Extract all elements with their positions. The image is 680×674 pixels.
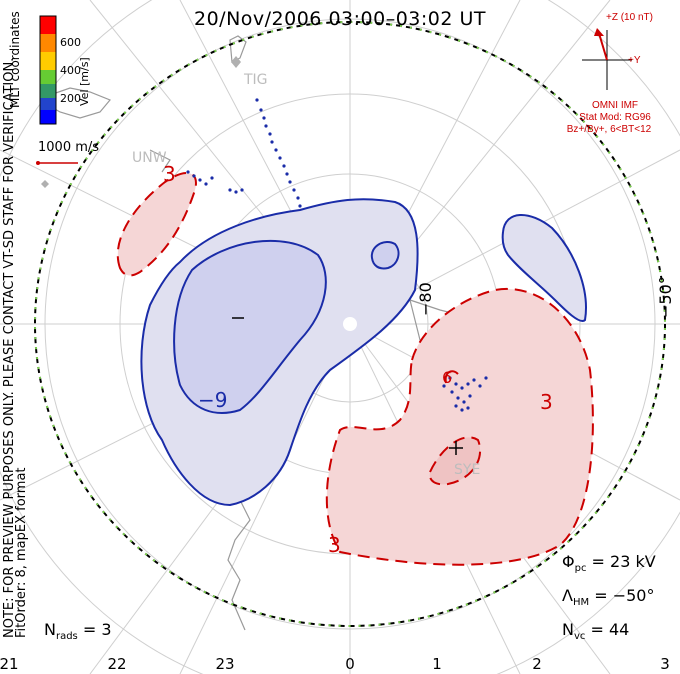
lat-label-50: −50° — [656, 276, 675, 318]
lambda-subscript: HM — [572, 597, 590, 609]
colorbar-tick-200: 200 — [60, 92, 81, 105]
contour-label-dusk-3: 3 — [163, 162, 176, 186]
radar-site-marker — [231, 56, 241, 68]
site-label-sye: SYE — [454, 462, 481, 478]
dawn-positive-cell — [325, 287, 594, 566]
hm-boundary-green — [34, 21, 666, 627]
nvc-subscript: vc — [573, 631, 586, 643]
mlt-tick-2: 2 — [532, 655, 542, 673]
phi-symbol: Φ — [562, 552, 575, 571]
nvc-value: = 44 — [590, 620, 630, 639]
page-title: 20/Nov/2006 03:00–03:02 UT — [193, 8, 487, 30]
imf-y-label: +Y — [628, 55, 641, 66]
nrads-subscript: rads — [55, 631, 78, 643]
mlt-tick-3: 3 — [660, 655, 670, 673]
mlt-tick-23: 23 — [215, 655, 235, 673]
colorbar-label: Vel [m/s] — [78, 57, 91, 106]
imf-conditions: Bz+/By+, 6<BT<12 — [566, 124, 652, 135]
negative-potential-cells — [140, 198, 587, 507]
vector-scale-dot — [36, 161, 40, 165]
imf-z-label: +Z (10 nT) — [606, 12, 653, 23]
phi-subscript: pc — [574, 563, 587, 575]
imf-source: OMNI IMF — [591, 100, 639, 111]
nrads-symbol: N — [44, 620, 56, 639]
phi-value: = 23 kV — [591, 552, 656, 571]
fit-order-note: FitOrder: 8, mapEX format — [14, 467, 29, 638]
max-potential-marker — [449, 441, 463, 455]
lambda-value: = −50° — [594, 586, 655, 605]
cross-polar-potential: Φpc = 23 kV — [562, 552, 656, 574]
site-label-unw: UNW — [132, 150, 167, 166]
nvc-symbol: N — [562, 620, 574, 639]
mlt-tick-22: 22 — [107, 655, 127, 673]
radar-count: Nrads = 3 — [44, 620, 112, 642]
contour-label-dawn-3-upper: 3 — [540, 390, 553, 414]
imf-stat-mod: Stat Mod: RG96 — [579, 112, 651, 123]
colorbar-tick-600: 600 — [60, 36, 81, 49]
vector-scale-label: 1000 m/s — [38, 140, 100, 155]
lat-label-80: −80 — [416, 282, 435, 316]
contour-label-6: 6 — [442, 368, 453, 387]
site-label-tig: TIG — [244, 72, 268, 88]
dusk-positive-cell — [116, 172, 197, 277]
six-contour — [444, 370, 459, 384]
dawn-negative-cell — [501, 214, 587, 322]
mlt-tick-1: 1 — [432, 655, 442, 673]
colorbar-tick-400: 400 — [60, 64, 81, 77]
vector-count: Nvc = 44 — [562, 620, 629, 642]
imf-dial — [582, 28, 632, 90]
lambda-symbol: Λ — [562, 586, 573, 605]
pole-marker — [343, 317, 357, 331]
contour-label-dawn-3-lower: 3 — [328, 533, 341, 557]
velocity-vectors — [186, 98, 488, 412]
dusk-negative-inner — [173, 239, 327, 414]
positive-potential-cells — [116, 172, 594, 566]
small-negative-island — [370, 240, 400, 270]
mlt-tick-21: 21 — [0, 655, 19, 673]
contour-label-minus9: −9 — [198, 388, 228, 412]
mlt-tick-0: 0 — [345, 655, 355, 673]
velocity-colorbar — [39, 15, 57, 125]
nrads-value: = 3 — [82, 620, 112, 639]
radar-site-marker — [41, 180, 49, 188]
hm-latitude: ΛHM = −50° — [562, 586, 654, 608]
dawn-positive-inner-contour — [428, 436, 481, 486]
